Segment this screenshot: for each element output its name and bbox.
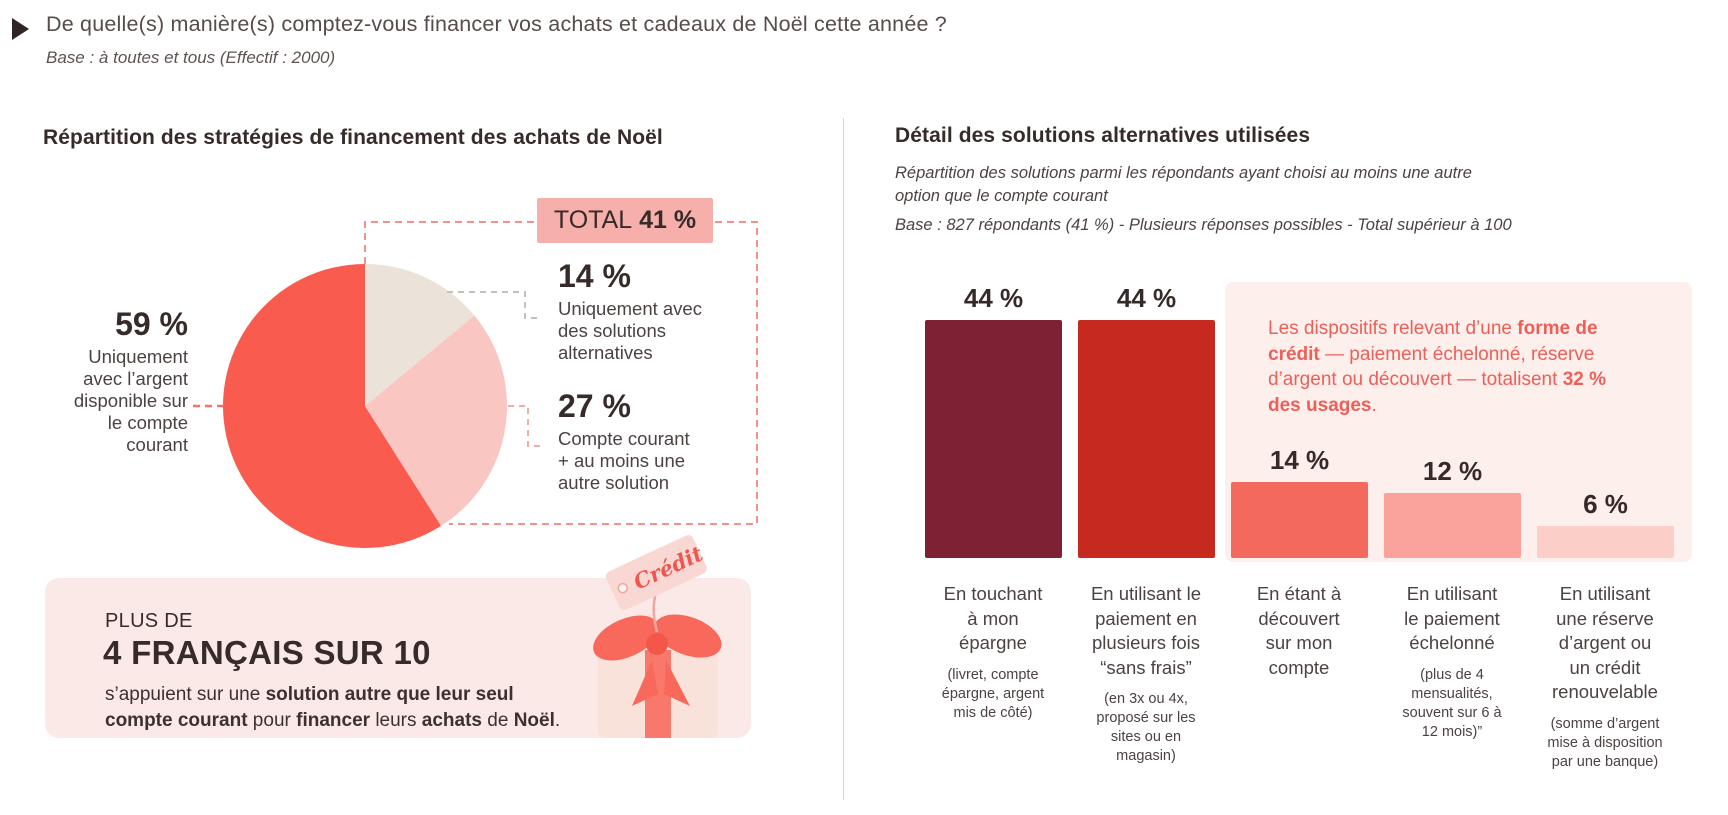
- total-badge: TOTAL 41 %: [537, 198, 713, 243]
- pie-chart: [223, 264, 507, 549]
- connector-27-dash: [508, 405, 543, 447]
- key-figure-box: PLUS DE 4 FRANÇAIS SUR 10 s’appuient sur…: [45, 578, 751, 738]
- bar-caption-paiement-3x4x: En utilisant le paiement en plusieurs fo…: [1066, 582, 1226, 766]
- question-bullet-icon: [12, 18, 29, 40]
- credit-callout-text: Les dispositifs relevant d’une forme de …: [1268, 318, 1606, 416]
- bar-caption-main: En utilisant le paiement échelonné: [1404, 583, 1500, 653]
- pie-label-27: 27 % Compte courant + au moins une autre…: [558, 388, 748, 494]
- bar-caption-main: En utilisant le paiement en plusieurs fo…: [1090, 583, 1202, 678]
- bar-decouvert: [1231, 482, 1368, 558]
- bar-column-paiement-3x4x: 44 %: [1078, 282, 1215, 558]
- bar-value: 44 %: [1116, 283, 1177, 313]
- bar-value: 14 %: [1269, 445, 1330, 475]
- bar-caption-note: (livret, compte épargne, argent mis de c…: [941, 666, 1045, 721]
- bar-column-decouvert: 14 %: [1231, 282, 1368, 558]
- bar-epargne: [925, 320, 1062, 558]
- total-value: 41 %: [639, 206, 697, 234]
- bar-caption-decouvert: En étant à découvert sur mon compte: [1219, 582, 1379, 690]
- pie-caption-14: Uniquement avec des solutions alternativ…: [558, 298, 702, 363]
- left-chart-title: Répartition des stratégies de financemen…: [43, 126, 663, 149]
- bar-caption-note: (somme d’argent mise à disposition par u…: [1547, 715, 1663, 770]
- pie-value-27: 27 %: [558, 388, 631, 424]
- bar-column-epargne: 44 %: [925, 282, 1062, 558]
- bar-caption-note: (plus de 4 mensualités, souvent sur 6 à …: [1402, 666, 1502, 740]
- bar-value: 12 %: [1422, 456, 1483, 486]
- bar-paiement-3x4x: [1078, 320, 1215, 558]
- pie-caption-59: Uniquement avec l’argent disponible sur …: [73, 346, 188, 455]
- bar-caption-note: (en 3x ou 4x, proposé sur les sites ou e…: [1096, 691, 1196, 764]
- question-title: De quelle(s) manière(s) comptez-vous fin…: [46, 12, 947, 36]
- pie-slice-59: [223, 264, 442, 549]
- bar-value: 6 %: [1583, 489, 1628, 519]
- right-chart-title: Détail des solutions alternatives utilis…: [895, 124, 1311, 147]
- bar-caption-main: En utilisant une réserve d’argent ou un …: [1552, 583, 1658, 702]
- pie-caption-27: Compte courant + au moins une autre solu…: [558, 428, 690, 493]
- pie-slice-27: [365, 315, 507, 526]
- pie-label-59: 59 % Uniquement avec l’argent disponible…: [20, 306, 188, 456]
- bar-column-credit-renouvelable: 6 %: [1537, 282, 1674, 558]
- bar-column-echelonne: 12 %: [1384, 282, 1521, 558]
- total-label: TOTAL: [553, 206, 633, 234]
- pie-value-59: 59 %: [115, 306, 188, 342]
- question-base-note: Base : à toutes et tous (Effectif : 2000…: [46, 48, 336, 67]
- bar-credit-renouvelable: [1537, 526, 1674, 558]
- connector-14-dash: [447, 291, 541, 319]
- bar-caption-credit-renouvelable: En utilisant une réserve d’argent ou un …: [1525, 582, 1685, 772]
- key-figure-intro: PLUS DE: [105, 610, 193, 632]
- bar-caption-echelonne: En utilisant le paiement échelonné (plus…: [1372, 582, 1532, 742]
- right-chart-base-note: Base : 827 répondants (41 %) - Plusieurs…: [895, 216, 1512, 234]
- bar-echelonne: [1384, 493, 1521, 558]
- total-bracket-left-dash: [364, 221, 535, 264]
- bar-caption-main: En touchant à mon épargne: [943, 583, 1043, 653]
- right-chart-subtitle: Répartition des solutions parmi les répo…: [895, 164, 1472, 205]
- bar-caption-main: En étant à découvert sur mon compte: [1256, 583, 1342, 678]
- bar-value: 44 %: [963, 283, 1024, 313]
- pie-label-14: 14 % Uniquement avec des solutions alter…: [558, 258, 748, 364]
- pie-slice-14: [365, 264, 475, 406]
- pie-value-14: 14 %: [558, 258, 631, 294]
- key-figure-headline: 4 FRANÇAIS SUR 10: [103, 634, 431, 671]
- bar-caption-epargne: En touchant à mon épargne (livret, compt…: [913, 582, 1073, 723]
- key-figure-body: s’appuient sur une solution autre que le…: [105, 684, 561, 731]
- section-divider: [843, 118, 844, 800]
